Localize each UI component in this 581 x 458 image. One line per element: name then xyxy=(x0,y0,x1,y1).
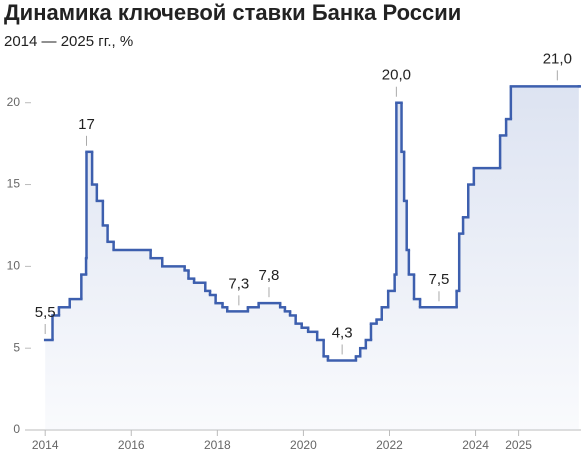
y-tick-label: 20 xyxy=(7,95,21,109)
x-tick-label: 2025 xyxy=(505,438,532,452)
y-tick-label: 15 xyxy=(7,177,21,191)
chart-title: Динамика ключевой ставки Банка России xyxy=(4,0,461,25)
y-tick-label: 0 xyxy=(13,422,20,436)
x-tick-label: 2024 xyxy=(462,438,489,452)
annotation-label: 21,0 xyxy=(543,50,572,67)
annotation-label: 5,5 xyxy=(35,304,56,321)
y-tick-label: 5 xyxy=(13,340,20,354)
annotation-label: 7,5 xyxy=(429,271,450,288)
x-tick-label: 2022 xyxy=(376,438,403,452)
annotation-label: 7,8 xyxy=(259,267,280,284)
annotation-label: 7,3 xyxy=(228,275,249,292)
x-tick-label: 2020 xyxy=(290,438,317,452)
annotation-label: 17 xyxy=(78,116,95,133)
area-fill xyxy=(45,86,579,430)
x-tick-label: 2016 xyxy=(118,438,145,452)
annotation-label: 4,3 xyxy=(332,324,353,341)
chart-subtitle: 2014 — 2025 гг., % xyxy=(4,33,133,50)
x-tick-label: 2014 xyxy=(32,438,59,452)
x-tick-label: 2018 xyxy=(204,438,231,452)
annotation-label: 20,0 xyxy=(382,67,411,84)
y-tick-label: 10 xyxy=(7,259,21,273)
